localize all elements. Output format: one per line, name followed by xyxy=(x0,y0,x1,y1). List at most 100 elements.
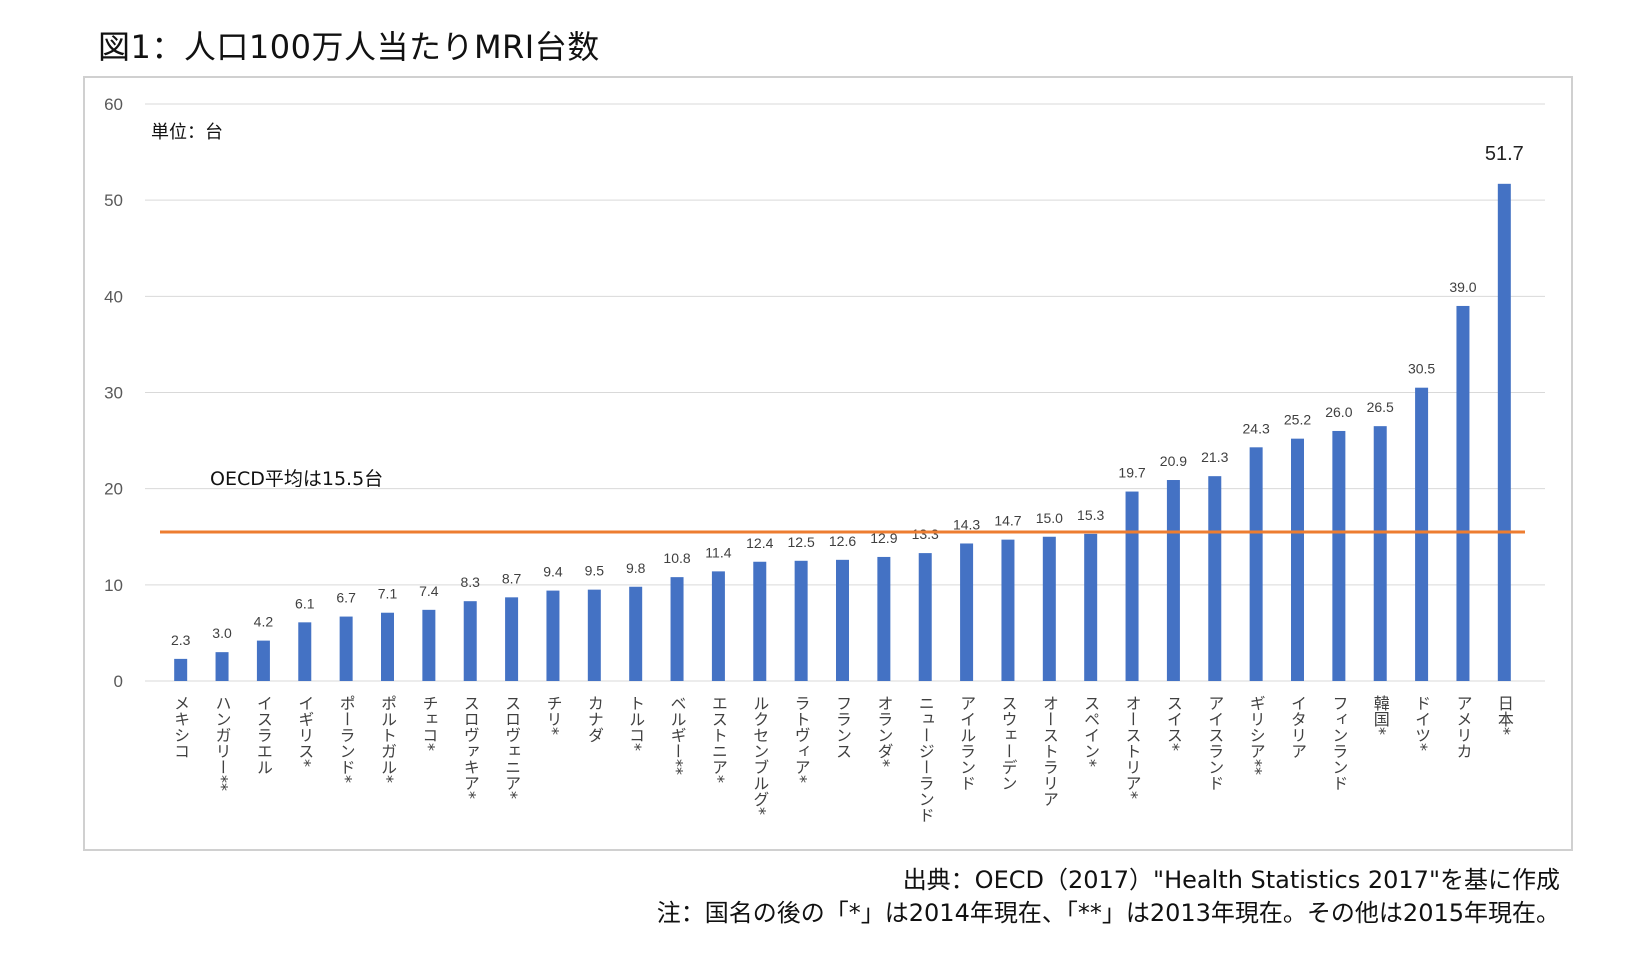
category-label: アメリカ xyxy=(1453,695,1472,759)
bar xyxy=(1084,533,1098,681)
data-label: 51.7 xyxy=(1485,143,1524,165)
chart-title: 図1：人口100万人当たりMRI台数 xyxy=(98,28,600,66)
data-label: 12.6 xyxy=(829,533,856,549)
bar xyxy=(339,616,353,681)
category-label: イスラエル xyxy=(254,695,273,775)
data-label: 10.8 xyxy=(663,550,690,566)
data-label: 39.0 xyxy=(1449,279,1476,295)
footnote: 注：国名の後の「*」は2014年現在、「**」は2013年現在。その他は2015… xyxy=(656,899,1560,927)
bar xyxy=(670,577,684,681)
unit-label: 単位：台 xyxy=(151,122,223,143)
bar xyxy=(753,561,767,681)
bar xyxy=(1332,430,1346,681)
bar xyxy=(1166,480,1180,681)
data-label: 15.3 xyxy=(1077,507,1104,523)
category-label: イタリア xyxy=(1288,695,1307,759)
bar-chart: 0 10 20 30 40 50 60 単位：台 2.3 メキシコ 3.0 ハンガリー** 4.2 イスラ… xyxy=(104,95,1545,823)
bar xyxy=(215,652,229,681)
bar xyxy=(298,622,312,681)
y-tick-label: 20 xyxy=(104,480,123,499)
data-label: 11.4 xyxy=(705,544,731,560)
bar xyxy=(1456,305,1470,681)
y-tick-label: 30 xyxy=(104,384,123,403)
category-label: フランス xyxy=(833,695,852,759)
category-label: スロヴェニア* xyxy=(502,695,521,799)
category-label: チェコ* xyxy=(419,695,438,751)
bar xyxy=(256,640,270,681)
category-label: スペイン* xyxy=(1081,695,1100,767)
data-label: 6.7 xyxy=(336,590,356,606)
data-label: 12.5 xyxy=(788,534,815,550)
data-label: 20.9 xyxy=(1160,453,1187,469)
category-label: 韓国* xyxy=(1371,695,1390,735)
category-label: エストニア* xyxy=(709,695,728,783)
category-label: イギリス* xyxy=(295,695,314,767)
data-label: 4.2 xyxy=(254,614,274,630)
category-label: スロヴァキア* xyxy=(461,695,480,799)
bar xyxy=(1125,491,1139,681)
data-label: 14.3 xyxy=(953,516,980,532)
bar xyxy=(587,589,601,681)
y-tick-label: 40 xyxy=(104,287,123,306)
data-label: 26.5 xyxy=(1367,399,1394,415)
bar xyxy=(381,612,394,681)
category-label: フィンランド xyxy=(1329,695,1348,791)
data-label: 25.2 xyxy=(1284,412,1311,428)
category-label: ハンガリー** xyxy=(213,695,232,791)
data-label: 30.5 xyxy=(1408,361,1435,377)
data-label: 12.9 xyxy=(870,530,897,546)
bar xyxy=(836,559,849,681)
data-label: 9.8 xyxy=(626,560,646,576)
category-label: スイス* xyxy=(1164,695,1183,751)
data-label: 8.7 xyxy=(502,570,522,586)
category-label: トルコ* xyxy=(626,695,645,751)
category-label: ルクセンブルグ* xyxy=(750,695,769,815)
data-label: 14.7 xyxy=(994,513,1021,529)
data-label: 12.4 xyxy=(746,535,773,551)
bar xyxy=(711,571,725,681)
category-label: ベルギー** xyxy=(668,695,687,775)
data-label: 2.3 xyxy=(171,632,191,648)
category-label: オーストリア* xyxy=(1123,695,1142,799)
category-label: オーストラリア xyxy=(1040,695,1059,807)
data-label: 15.0 xyxy=(1036,510,1063,526)
bar xyxy=(546,590,560,681)
data-label: 7.1 xyxy=(378,586,398,602)
data-label: 3.0 xyxy=(212,625,232,641)
category-label: カナダ xyxy=(585,695,604,743)
category-label: アイスランド xyxy=(1205,695,1224,791)
bar xyxy=(174,658,188,681)
category-label: 日本* xyxy=(1495,695,1514,735)
bar xyxy=(1249,447,1263,681)
data-label: 9.4 xyxy=(543,564,563,580)
category-label: メキシコ xyxy=(171,695,190,759)
category-label: ニュージーランド xyxy=(916,695,935,823)
data-label: 7.4 xyxy=(419,583,439,599)
y-tick-label: 50 xyxy=(104,191,123,210)
bar xyxy=(505,597,519,681)
category-label: アイルランド xyxy=(957,695,976,791)
data-label: 8.3 xyxy=(460,574,480,590)
data-label: 21.3 xyxy=(1201,449,1228,465)
category-label: スウェーデン xyxy=(998,695,1017,791)
bar xyxy=(629,586,643,681)
bar xyxy=(794,560,808,681)
bar xyxy=(422,609,436,681)
category-label: オランダ* xyxy=(874,695,893,767)
data-label: 26.0 xyxy=(1325,404,1352,420)
bar xyxy=(960,543,974,681)
category-label: ラトヴィア* xyxy=(792,695,811,783)
y-tick-label: 10 xyxy=(104,576,123,595)
bar xyxy=(918,553,932,681)
bar xyxy=(1291,438,1304,681)
oecd-average-label: OECD平均は15.5台 xyxy=(210,468,383,490)
data-label: 9.5 xyxy=(585,563,605,579)
data-label: 6.1 xyxy=(295,595,315,611)
y-tick-label: 0 xyxy=(114,672,123,691)
bar xyxy=(1042,536,1056,681)
bar xyxy=(1208,476,1222,681)
category-label: チリ* xyxy=(543,695,562,735)
bar xyxy=(1415,387,1429,681)
category-label: ドイツ* xyxy=(1412,695,1431,751)
chart-frame: 0 10 20 30 40 50 60 単位：台 2.3 メキシコ 3.0 ハンガリー** 4.2 イスラ… xyxy=(83,76,1573,851)
